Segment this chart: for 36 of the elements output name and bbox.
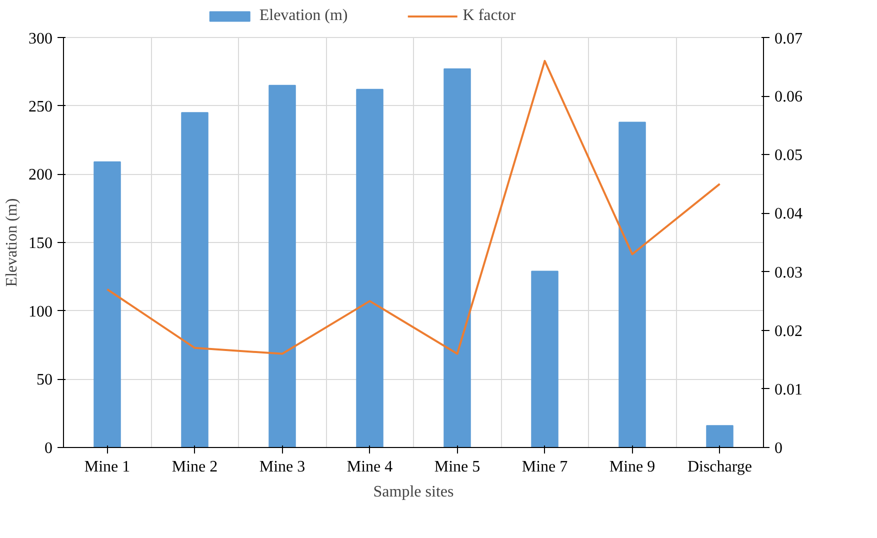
y-tick-label: 0 bbox=[44, 440, 52, 457]
y2-tick-label: 0 bbox=[774, 440, 782, 457]
y2-tick-label: 0.07 bbox=[774, 30, 802, 48]
legend-label: Elevation (m) bbox=[259, 7, 348, 25]
y2-tick-label: 0.04 bbox=[774, 206, 802, 223]
legend-label: K factor bbox=[462, 7, 516, 25]
y-tick-label: 250 bbox=[28, 98, 52, 116]
y2-tick-label: 0.05 bbox=[774, 147, 802, 164]
bar bbox=[706, 425, 734, 448]
x-tick-label: Mine 1 bbox=[84, 458, 130, 476]
y2-tick-label: 0.02 bbox=[774, 322, 802, 340]
y-tick-label: 100 bbox=[28, 303, 52, 320]
x-tick-label: Mine 4 bbox=[346, 458, 393, 476]
x-tick-label: Mine 2 bbox=[172, 458, 218, 476]
bar bbox=[618, 122, 646, 448]
y-axis-title: Elevation (m) bbox=[4, 198, 20, 287]
bar bbox=[268, 84, 296, 448]
x-tick-label: Mine 9 bbox=[609, 458, 656, 476]
bar bbox=[356, 88, 384, 448]
y2-tick-label: 0.01 bbox=[774, 381, 802, 398]
x-tick-label: Mine 5 bbox=[434, 458, 480, 476]
bar bbox=[94, 161, 121, 448]
x-tick-label: Discharge bbox=[687, 458, 752, 476]
y-tick-label: 50 bbox=[36, 372, 52, 389]
bar bbox=[181, 112, 208, 448]
y2-tick-label: 0.03 bbox=[774, 264, 802, 282]
bar bbox=[444, 68, 471, 448]
y-tick-label: 150 bbox=[28, 235, 52, 252]
x-axis-title: Sample sites bbox=[373, 484, 454, 500]
y-tick-label: 200 bbox=[28, 166, 52, 184]
x-tick-label: Mine 3 bbox=[259, 458, 306, 476]
bar bbox=[531, 270, 558, 448]
y2-tick-label: 0.06 bbox=[774, 88, 802, 106]
line-series bbox=[106, 60, 721, 355]
y-tick-label: 300 bbox=[28, 30, 52, 48]
x-tick-label: Mine 7 bbox=[522, 458, 568, 476]
